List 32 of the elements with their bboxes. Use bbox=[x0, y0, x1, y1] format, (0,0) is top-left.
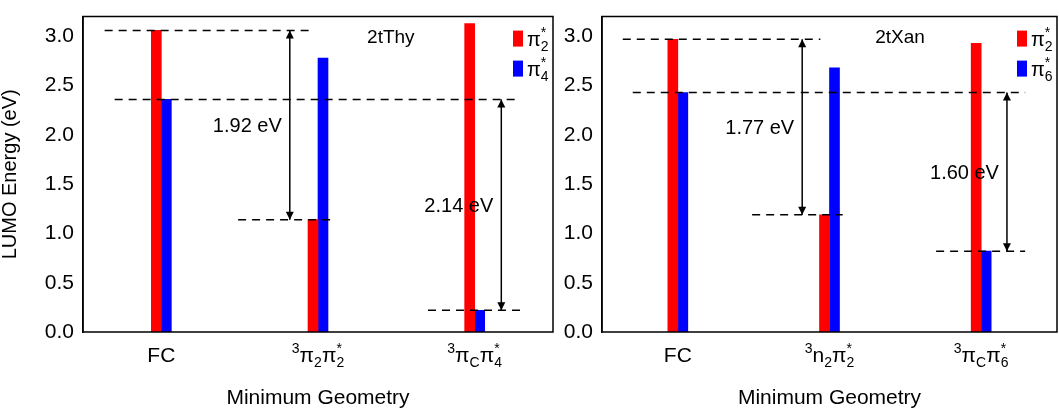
annotation: 1.77 eV bbox=[725, 115, 795, 138]
bar bbox=[667, 38, 679, 332]
bar bbox=[677, 92, 689, 332]
y-tick-label: 2.0 bbox=[563, 121, 593, 145]
annotation: 1.92 eV bbox=[212, 114, 283, 137]
bar bbox=[980, 250, 992, 332]
y-tick-label: 0.0 bbox=[44, 318, 74, 342]
x-tick-label: FC bbox=[147, 343, 176, 366]
bar bbox=[161, 99, 172, 332]
bar bbox=[307, 219, 319, 332]
y-tick-label: 0.5 bbox=[44, 269, 74, 293]
y-tick-label: 0.5 bbox=[563, 269, 593, 293]
bar bbox=[829, 67, 840, 332]
y-tick-label: 1.0 bbox=[563, 220, 593, 244]
y-tick-label: 2.5 bbox=[563, 72, 593, 96]
y-tick-label: 1.0 bbox=[44, 220, 74, 244]
y-tick-label: 3.0 bbox=[44, 23, 74, 47]
bar bbox=[819, 214, 830, 332]
text: 2tThy bbox=[367, 25, 416, 47]
x-tick-label: FC bbox=[663, 343, 692, 366]
y-axis-title: LUMO Energy (eV) bbox=[0, 89, 20, 260]
y-tick-label: 3.0 bbox=[563, 23, 593, 47]
text: 2tXan bbox=[875, 25, 925, 47]
y-tick-label: 2.0 bbox=[44, 121, 74, 145]
bar bbox=[317, 57, 329, 332]
x-axis-title: Minimum Geometry bbox=[226, 385, 411, 408]
y-tick-label: 2.5 bbox=[44, 72, 74, 96]
y-tick-label: 1.5 bbox=[44, 170, 74, 194]
x-axis-title: Minimum Geometry bbox=[737, 385, 922, 408]
bar bbox=[151, 30, 162, 332]
y-tick-label: 0.0 bbox=[563, 318, 593, 342]
y-tick-label: 1.5 bbox=[563, 170, 593, 194]
